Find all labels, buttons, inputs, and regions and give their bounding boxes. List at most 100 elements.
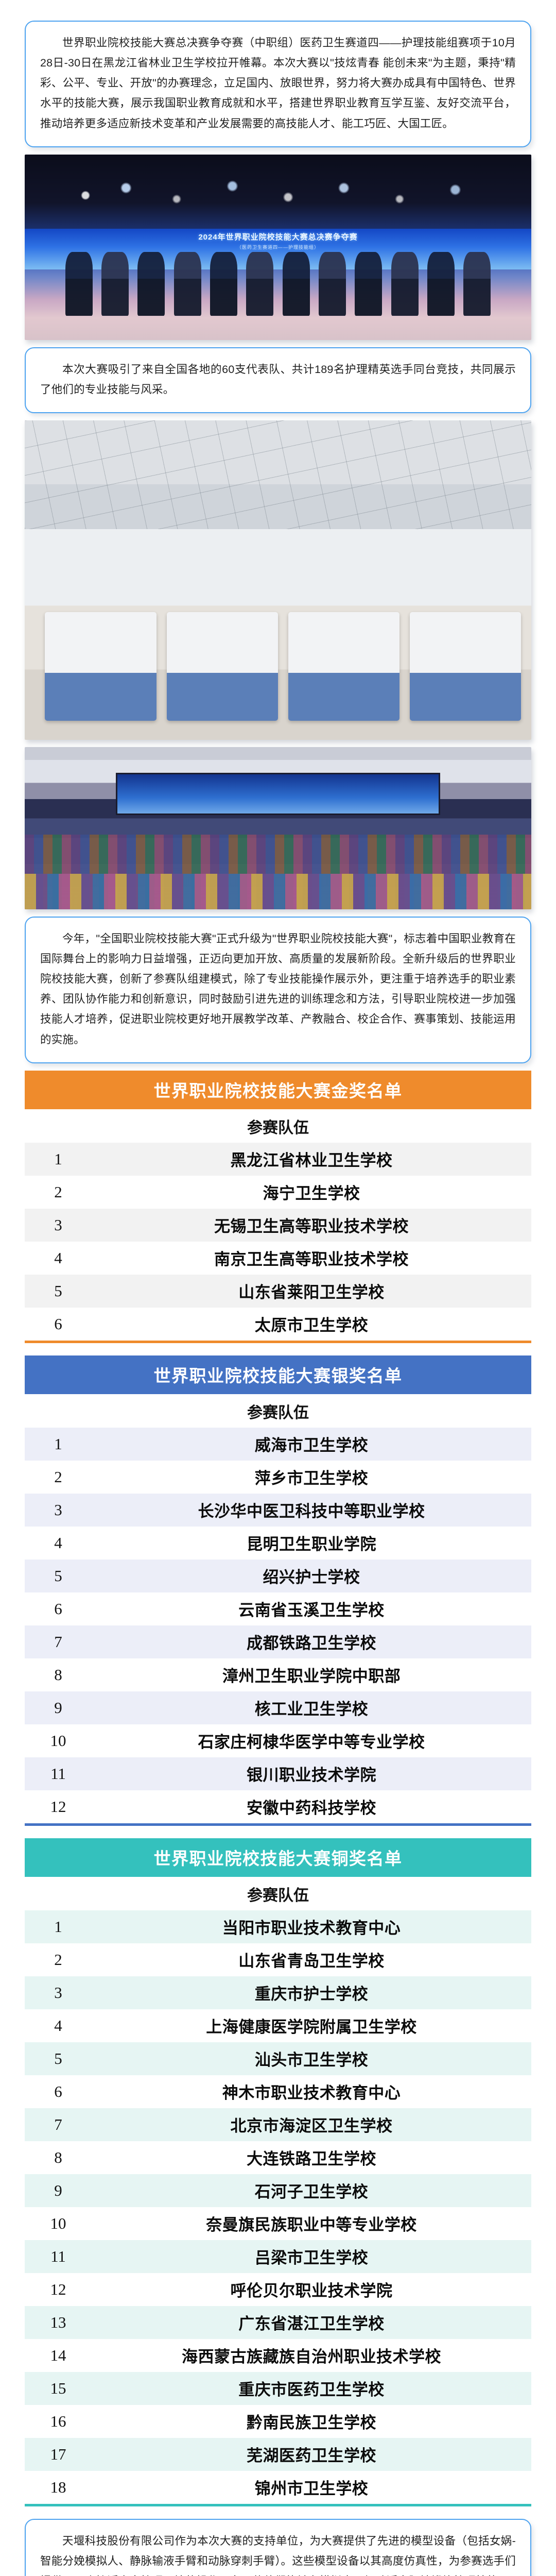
row-index: 16 (25, 2404, 92, 2438)
row-index: 5 (25, 1274, 92, 1308)
table-row: 4 昆明卫生职业学院 (25, 1526, 531, 1560)
row-team-name: 安徽中药科技学校 (92, 1790, 531, 1823)
row-index: 9 (25, 1691, 92, 1724)
table-row: 11 吕梁市卫生学校 (25, 2240, 531, 2273)
row-team-name: 吕梁市卫生学校 (92, 2240, 531, 2273)
table-row: 6 云南省玉溪卫生学校 (25, 1592, 531, 1625)
table-row: 10 石家庄柯棣华医学中等专业学校 (25, 1724, 531, 1757)
row-team-name: 锦州市卫生学校 (92, 2470, 531, 2504)
row-index: 15 (25, 2371, 92, 2405)
row-team-name: 神木市职业技术教育中心 (92, 2075, 531, 2108)
row-index: 17 (25, 2437, 92, 2471)
row-team-name: 山东省莱阳卫生学校 (92, 1274, 531, 1308)
row-index: 4 (25, 2009, 92, 2042)
row-team-name: 威海市卫生学校 (92, 1427, 531, 1461)
table-row: 6 神木市职业技术教育中心 (25, 2075, 531, 2108)
row-index: 12 (25, 2273, 92, 2306)
award-column-header-gold: 参赛队伍 (25, 1109, 531, 1143)
row-index: 10 (25, 2207, 92, 2240)
table-row: 11 银川职业技术学院 (25, 1757, 531, 1790)
table-row: 18 锦州市卫生学校 (25, 2470, 531, 2504)
award-section-bronze: 世界职业院校技能大赛铜奖名单 参赛队伍 1 当阳市职业技术教育中心 2 山东省青岛卫生… (25, 1838, 531, 2506)
intro-card-1: 世界职业院校技能大赛总决赛争夺赛（中职组）医药卫生赛道四——护理技能组赛项于10… (25, 21, 531, 147)
row-team-name: 北京市海淀区卫生学校 (92, 2108, 531, 2141)
row-team-name: 无锡卫生高等职业技术学校 (92, 1208, 531, 1242)
row-team-name: 绍兴护士学校 (92, 1559, 531, 1592)
row-team-name: 上海健康医学院附属卫生学校 (92, 2009, 531, 2042)
row-team-name: 山东省青岛卫生学校 (92, 1943, 531, 1976)
stage-led-title: 2024年世界职业院校技能大赛总决赛争夺赛 （医药卫生赛道四——护理技能组） (25, 231, 531, 250)
row-team-name: 太原市卫生学校 (92, 1307, 531, 1341)
row-index: 6 (25, 1592, 92, 1625)
award-rule-bronze (25, 2503, 531, 2506)
row-team-name: 重庆市护士学校 (92, 1976, 531, 2009)
row-index: 8 (25, 2141, 92, 2174)
award-title-gold: 世界职业院校技能大赛金奖名单 (25, 1070, 531, 1109)
table-row: 3 长沙华中医卫科技中等职业学校 (25, 1493, 531, 1527)
row-team-name: 呼伦贝尔职业技术学院 (92, 2273, 531, 2306)
award-table-bronze: 1 当阳市职业技术教育中心 2 山东省青岛卫生学校 3 重庆市护士学校 4 上海健康医学院附属… (25, 1910, 531, 2504)
row-team-name: 核工业卫生学校 (92, 1691, 531, 1724)
table-row: 15 重庆市医药卫生学校 (25, 2371, 531, 2405)
table-row: 8 大连铁路卫生学校 (25, 2141, 531, 2174)
row-team-name: 石家庄柯棣华医学中等专业学校 (92, 1724, 531, 1757)
row-team-name: 当阳市职业技术教育中心 (92, 1910, 531, 1943)
row-index: 3 (25, 1493, 92, 1527)
table-row: 10 奈曼旗民族职业中等专业学校 (25, 2207, 531, 2240)
table-row: 4 上海健康医学院附属卫生学校 (25, 2009, 531, 2042)
table-row: 17 芜湖医药卫生学校 (25, 2437, 531, 2471)
row-team-name: 漳州卫生职业学院中职部 (92, 1658, 531, 1691)
row-team-name: 长沙华中医卫科技中等职业学校 (92, 1493, 531, 1527)
sponsor-card: 天堰科技股份有限公司作为本次大赛的支持单位，为大赛提供了先进的模型设备（包括女娲… (25, 2518, 531, 2576)
row-team-name: 黑龙江省林业卫生学校 (92, 1142, 531, 1176)
row-index: 4 (25, 1526, 92, 1560)
row-team-name: 昆明卫生职业学院 (92, 1526, 531, 1560)
award-rule-silver (25, 1823, 531, 1826)
row-team-name: 南京卫生高等职业技术学校 (92, 1241, 531, 1275)
row-index: 2 (25, 1943, 92, 1976)
row-index: 2 (25, 1460, 92, 1494)
row-index: 3 (25, 1976, 92, 2009)
table-row: 13 广东省湛江卫生学校 (25, 2306, 531, 2339)
table-row: 2 海宁卫生学校 (25, 1175, 531, 1209)
row-index: 9 (25, 2174, 92, 2207)
table-row: 16 黔南民族卫生学校 (25, 2404, 531, 2438)
row-team-name: 广东省湛江卫生学校 (92, 2306, 531, 2339)
table-row: 1 威海市卫生学校 (25, 1427, 531, 1461)
table-row: 12 呼伦贝尔职业技术学院 (25, 2273, 531, 2306)
row-index: 14 (25, 2338, 92, 2372)
row-team-name: 石河子卫生学校 (92, 2174, 531, 2207)
intro-paragraph-2: 本次大赛吸引了来自全国各地的60支代表队、共计189名护理精英选手同台竞技，共同… (40, 363, 516, 396)
table-row: 7 北京市海淀区卫生学校 (25, 2108, 531, 2141)
ceiling-grid (25, 420, 531, 529)
row-index: 13 (25, 2306, 92, 2339)
row-index: 1 (25, 1910, 92, 1943)
audience-front-row (25, 873, 531, 909)
row-team-name: 银川职业技术学院 (92, 1757, 531, 1790)
row-team-name: 成都铁路卫生学校 (92, 1625, 531, 1658)
photo-skills-lab (25, 420, 531, 740)
photo-award-stage: 2024年世界职业院校技能大赛总决赛争夺赛 （医药卫生赛道四——护理技能组） (25, 154, 531, 340)
intro-paragraph-1: 世界职业院校技能大赛总决赛争夺赛（中职组）医药卫生赛道四——护理技能组赛项于10… (40, 37, 516, 130)
table-row: 2 萍乡市卫生学校 (25, 1460, 531, 1494)
table-row: 5 绍兴护士学校 (25, 1559, 531, 1592)
row-team-name: 黔南民族卫生学校 (92, 2404, 531, 2438)
row-team-name: 萍乡市卫生学校 (92, 1460, 531, 1494)
row-index: 7 (25, 1625, 92, 1658)
intro-paragraph-3: 今年，"全国职业院校技能大赛"正式升级为"世界职业院校技能大赛"，标志着中国职业… (40, 932, 516, 1046)
row-index: 1 (25, 1142, 92, 1176)
hall-screen (116, 773, 440, 816)
table-row: 1 黑龙江省林业卫生学校 (25, 1142, 531, 1176)
table-row: 8 漳州卫生职业学院中职部 (25, 1658, 531, 1691)
table-row: 9 石河子卫生学校 (25, 2174, 531, 2207)
table-row: 7 成都铁路卫生学校 (25, 1625, 531, 1658)
row-index: 5 (25, 1559, 92, 1592)
row-team-name: 汕头市卫生学校 (92, 2042, 531, 2075)
row-index: 10 (25, 1724, 92, 1757)
row-team-name: 大连铁路卫生学校 (92, 2141, 531, 2174)
table-row: 4 南京卫生高等职业技术学校 (25, 1241, 531, 1275)
row-index: 2 (25, 1175, 92, 1209)
row-index: 18 (25, 2470, 92, 2504)
row-index: 4 (25, 1241, 92, 1275)
award-column-header-silver: 参赛队伍 (25, 1394, 531, 1428)
